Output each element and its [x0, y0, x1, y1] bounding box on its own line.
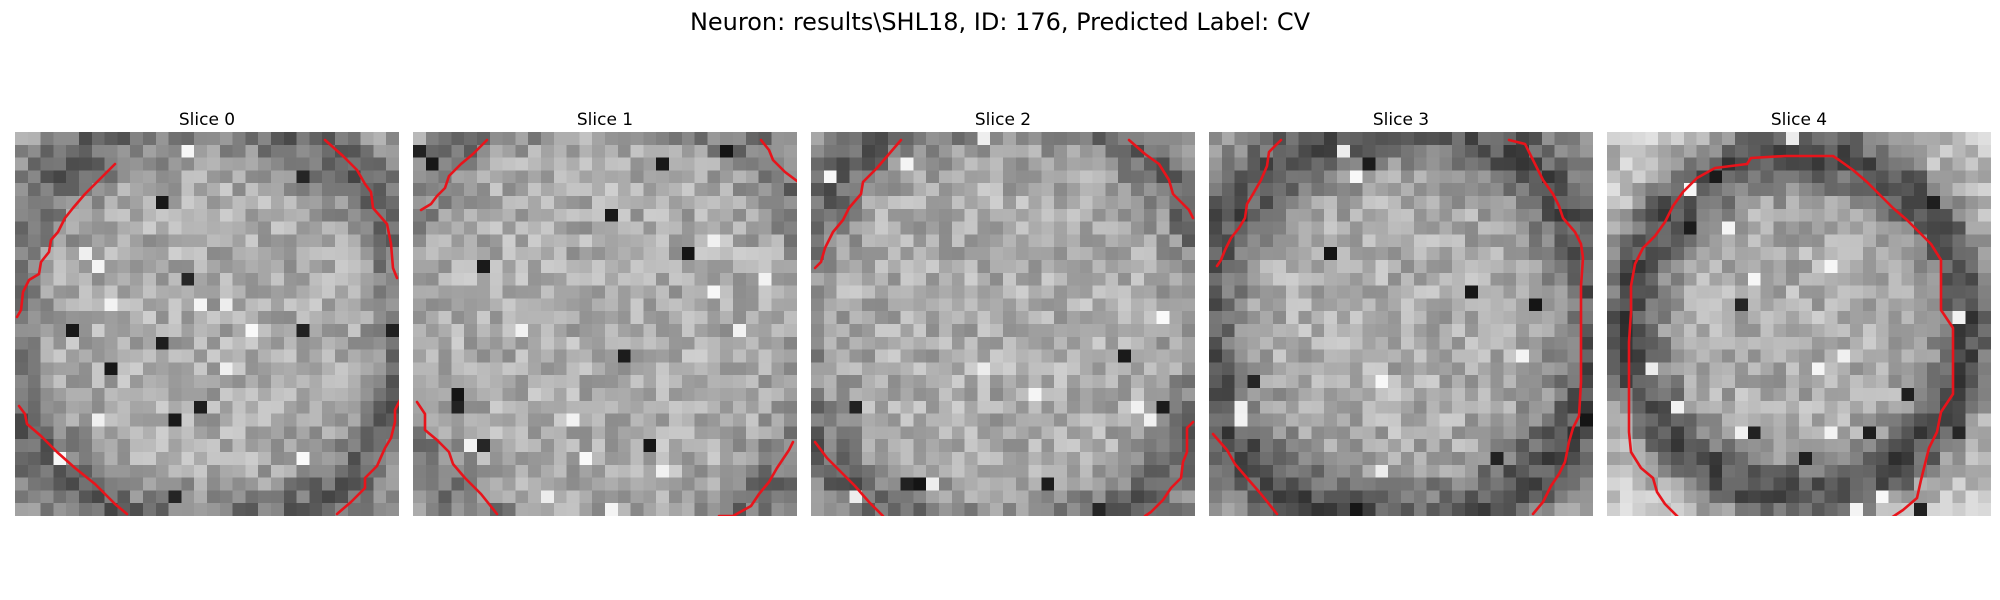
slice-image — [1209, 132, 1593, 516]
segmentation-contour — [1745, 154, 1955, 516]
segmentation-contour — [813, 440, 885, 516]
slice-texture — [413, 132, 797, 516]
slice-panel-3: Slice 3 — [1209, 108, 1593, 516]
segmentation-contour — [1507, 138, 1585, 516]
slice-image — [413, 132, 797, 516]
segmentation-contour — [1211, 432, 1279, 516]
slice-title: Slice 2 — [974, 110, 1032, 130]
slice-title: Slice 3 — [1372, 110, 1430, 130]
slice-title: Slice 1 — [576, 110, 634, 130]
segmentation-contour — [17, 404, 129, 516]
segmentation-contour — [419, 138, 489, 212]
slice-texture — [1607, 132, 1991, 516]
slice-title: Slice 0 — [178, 110, 236, 130]
segmentation-contour — [813, 138, 903, 270]
slice-panel-2: Slice 2 — [811, 108, 1195, 516]
segmentation-contour — [759, 138, 797, 183]
slice-panel-0: Slice 0 — [15, 108, 399, 516]
segmentation-contour — [15, 162, 117, 319]
slice-texture — [15, 132, 399, 516]
segmentation-contour — [335, 399, 399, 516]
slice-image — [1607, 132, 1991, 516]
slice-image — [15, 132, 399, 516]
slice-panel-4: Slice 4 — [1607, 108, 1991, 516]
slice-title: Slice 4 — [1770, 110, 1828, 130]
segmentation-contour — [1215, 138, 1283, 268]
segmentation-contour — [1143, 420, 1195, 516]
segmentation-contour — [1127, 138, 1195, 220]
segmentation-contour — [717, 440, 795, 516]
slice-panel-1: Slice 1 — [413, 108, 797, 516]
slice-texture — [811, 132, 1195, 516]
figure-title: Neuron: results\SHL18, ID: 176, Predicte… — [689, 8, 1311, 36]
segmentation-contour — [415, 400, 499, 516]
segmentation-contour — [1627, 162, 1749, 516]
slice-texture — [1209, 132, 1593, 516]
slice-image — [811, 132, 1195, 516]
segmentation-contour — [323, 138, 399, 280]
